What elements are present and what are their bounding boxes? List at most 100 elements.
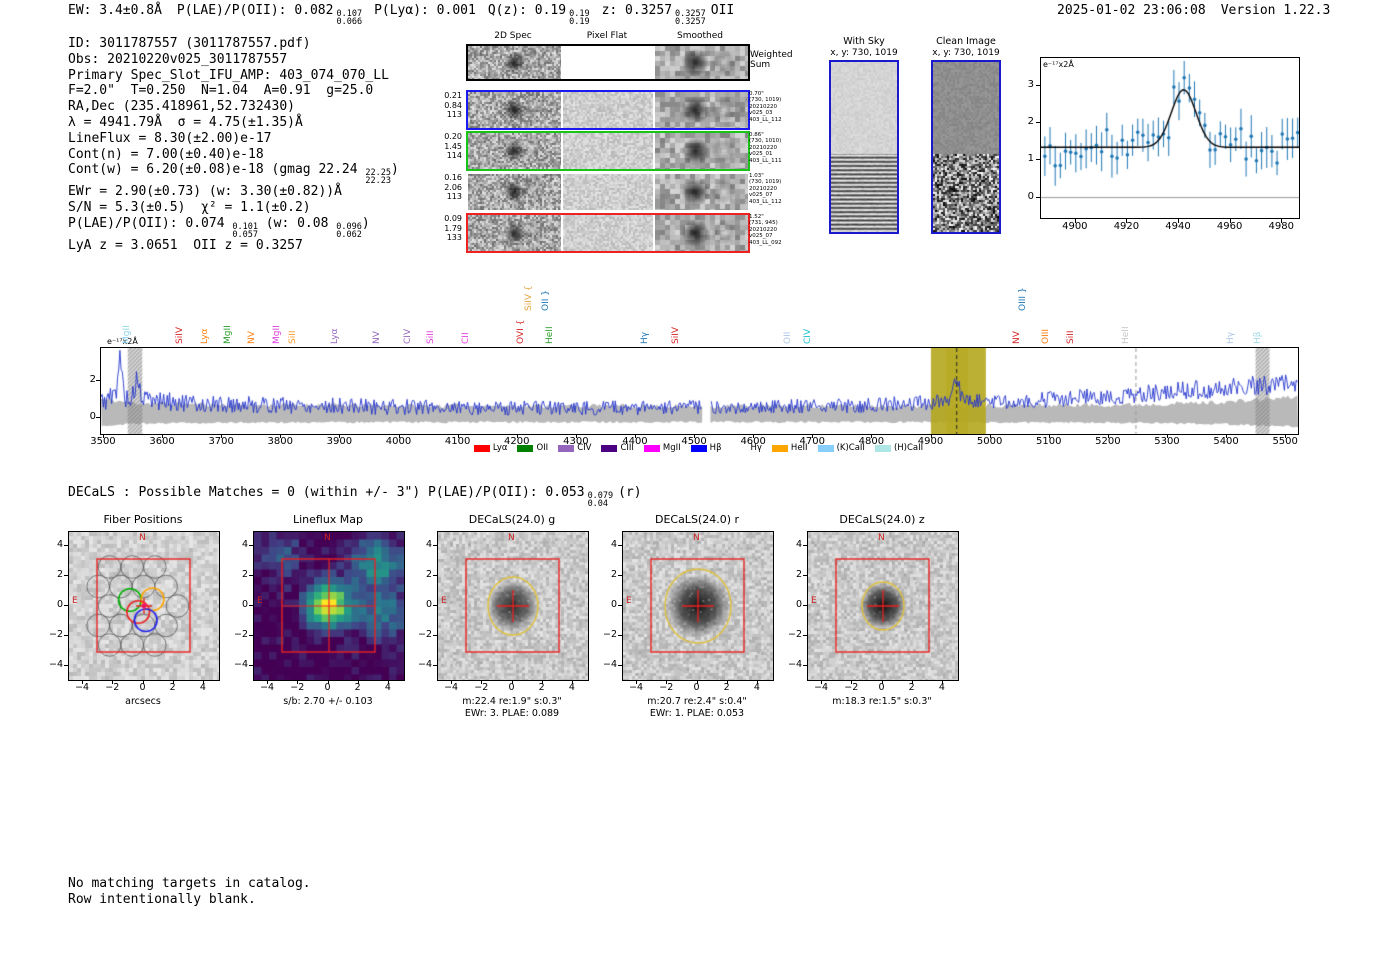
panel-title-1: Fiber Positions xyxy=(103,513,183,526)
info-segment: ) xyxy=(391,162,399,178)
panel-ytick-mark xyxy=(249,545,253,546)
spec2d-col-header-smoothed: Smoothed xyxy=(677,31,723,41)
panel-xtick-mark xyxy=(666,680,667,684)
linefit-ytick-label: 0 xyxy=(1027,190,1034,202)
spec2d-row-weights: 0.20 1.45 114 xyxy=(432,132,462,161)
spectrum-xtick-label: 4100 xyxy=(444,436,471,447)
emission-line-label: OIII xyxy=(1041,328,1052,344)
compass-east-label: E xyxy=(72,596,78,606)
emission-line-label: SiII xyxy=(426,330,437,344)
legend-swatch xyxy=(771,444,788,452)
emission-line-label: SiII xyxy=(288,330,299,344)
spec2d-gap xyxy=(653,133,655,169)
legend-item: MgII xyxy=(643,443,681,453)
linefit-ytick-mark xyxy=(1036,122,1040,123)
weight-value: 113 xyxy=(446,192,462,201)
legend-swatch xyxy=(731,444,748,452)
panel-xtick-label: −2 xyxy=(105,682,120,693)
compass-east-label: E xyxy=(257,596,263,606)
clean-image xyxy=(933,62,999,232)
linefit-ytick-label: 1 xyxy=(1027,153,1034,165)
linefit-ytick-mark xyxy=(1036,85,1040,86)
panel-xtick-mark xyxy=(757,680,758,684)
panel-ytick-mark xyxy=(618,575,622,576)
spectrum-xtick-mark xyxy=(694,434,695,438)
footer-notes: No matching targets in catalog. Row inte… xyxy=(68,876,311,907)
spec2d-row-smoothed-image xyxy=(655,174,748,210)
info-line: P(LAE)/P(OII): 0.074 0.101 0.057 (w: 0.08… xyxy=(68,215,399,240)
emission-line-label: Lyα xyxy=(200,328,211,344)
panel-ytick-label: 0 xyxy=(425,599,432,610)
legend-swatch xyxy=(473,444,490,452)
panel-ytick-mark xyxy=(803,665,807,666)
panel-xtick-label: 0 xyxy=(324,682,331,693)
panel-ytick-label: 2 xyxy=(56,569,63,580)
panel-xtick-label: −2 xyxy=(474,682,489,693)
panel-caption: EWr: 3. PLAE: 0.089 xyxy=(464,708,560,719)
linefit-xtick-label: 4920 xyxy=(1113,221,1140,232)
emission-line-label: NV xyxy=(372,331,383,344)
linefit-xtick-mark xyxy=(1178,219,1179,223)
weight-value: 133 xyxy=(446,233,462,242)
panel-xtick-label: −4 xyxy=(75,682,90,693)
bound-hi: 0.101 xyxy=(232,221,258,232)
panel-ytick-label: 4 xyxy=(56,539,63,550)
compass-east-label: E xyxy=(626,596,632,606)
emission-line-label: OIII } xyxy=(1018,287,1029,311)
panel-xtick-mark xyxy=(297,680,298,684)
panel-caption: m:18.3 re:1.5" s:0.3" xyxy=(832,696,932,707)
plae-poii-bounds: 0.107 0.066 xyxy=(336,10,362,27)
weighted-flat-blank xyxy=(561,46,655,79)
weighted-2dspec-image xyxy=(468,46,561,79)
spectrum-xtick-mark xyxy=(576,434,577,438)
spec2d-row-smoothed-image xyxy=(655,133,748,169)
panel-xtick-label: 2 xyxy=(723,682,730,693)
panel-xtick-label: 2 xyxy=(169,682,176,693)
spectrum-xtick-mark xyxy=(871,434,872,438)
weight-value: 1.45 xyxy=(444,141,462,151)
decals-plae-lo: 0.04 xyxy=(587,499,609,509)
panel-image-fiber xyxy=(69,532,219,680)
decals-match-line: DECaLS : Possible Matches = 0 (within +/… xyxy=(68,485,642,509)
panel-image-box xyxy=(437,531,589,681)
legend-label: HeII xyxy=(790,443,808,453)
panel-ytick-mark xyxy=(433,545,437,546)
spec2d-row-smoothed-image xyxy=(655,215,748,251)
panel-xtick-label: 4 xyxy=(199,682,206,693)
spectrum-xtick-mark xyxy=(339,434,340,438)
linefit-chart xyxy=(1041,58,1299,218)
spec2d-row-meta: 1.52" (731, 945) 20210220 v025_07 403_LL_092 xyxy=(749,214,809,246)
weight-value: 1.79 xyxy=(444,223,462,233)
info-line: S/N = 5.3(±0.5) χ² = 1.1(±0.2) xyxy=(68,200,311,216)
panel-ytick-mark xyxy=(803,575,807,576)
spec2d-row-pixelflat-image xyxy=(563,133,653,169)
panel-xtick-mark xyxy=(267,680,268,684)
panel-image-decals xyxy=(623,532,773,680)
bound-hi: 0.096 xyxy=(336,221,362,232)
panel-xtick-label: 2 xyxy=(354,682,361,693)
panel-xtick-mark xyxy=(203,680,204,684)
weight-value: 114 xyxy=(446,151,462,160)
meta-value: 1.03" xyxy=(749,173,764,179)
info-bounds: 0.101 0.057 xyxy=(232,221,258,240)
meta-value: (730, 1019) xyxy=(749,97,782,104)
spectrum-xtick-mark xyxy=(221,434,222,438)
spec2d-gap xyxy=(561,215,563,251)
spectrum-xtick-label: 5000 xyxy=(976,436,1003,447)
panel-xtick-label: 4 xyxy=(938,682,945,693)
panel-xtick-label: 0 xyxy=(693,682,700,693)
emission-line-label: HeII xyxy=(1121,326,1132,344)
spectrum-xtick-label: 4500 xyxy=(681,436,707,447)
info-segment: ) xyxy=(361,215,370,231)
spectrum-xtick-label: 3500 xyxy=(90,436,116,447)
info-line: RA,Dec (235.418961,52.732430) xyxy=(68,99,295,115)
panel-xtick-label: 4 xyxy=(384,682,391,693)
clean-image-cutout xyxy=(931,60,1001,234)
spectrum-xtick-mark xyxy=(812,434,813,438)
spec2d-row-weights: 0.09 1.79 133 xyxy=(432,214,462,243)
plya-value: P(Lyα): 0.001 xyxy=(374,3,476,18)
spectrum-xtick-mark xyxy=(753,434,754,438)
panel-xtick-mark xyxy=(542,680,543,684)
panel-xtick-label: 2 xyxy=(908,682,915,693)
spec2d-gap xyxy=(561,92,563,128)
